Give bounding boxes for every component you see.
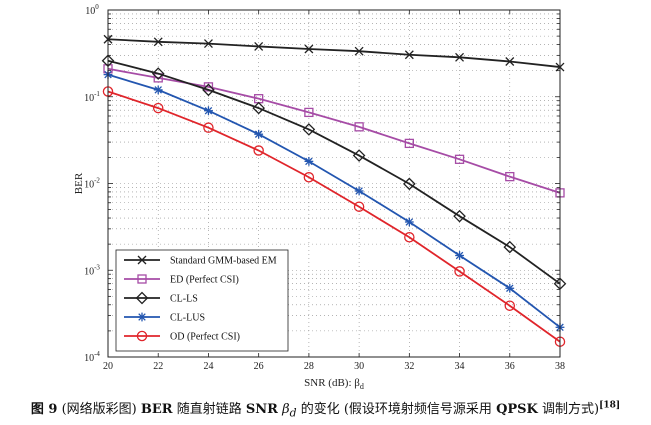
data-point [453,209,466,223]
data-point [153,85,163,95]
data-point [354,186,364,196]
legend-marker [137,312,147,322]
y-tick-label: 10-2 [84,177,100,191]
x-tick-label: 30 [354,361,364,372]
data-point [204,106,213,116]
legend-marker [136,330,148,342]
series-line [107,67,561,194]
data-point [403,177,416,191]
data-point [151,67,165,80]
data-point [503,240,517,254]
data-point [304,107,314,118]
y-tick-label: 100 [85,3,99,17]
data-point [253,145,264,156]
legend-label: Standard GMM-based EM [170,256,277,267]
x-tick-label: 20 [103,361,113,372]
data-point [252,101,265,115]
data-point [404,232,415,243]
data-point [455,251,464,260]
axis-ticks: 20 22 24 26 28 30 32 34 36 38 100 10-1 10-2 10-3 10-4 [84,3,565,372]
data-point [455,52,465,62]
data-point [354,46,364,56]
x-tick-label: 32 [404,361,414,372]
y-tick-label: 10-4 [84,350,100,364]
data-point [203,82,214,92]
data-point [505,57,515,66]
x-tick-label: 38 [555,361,565,372]
data-point [454,154,465,164]
legend-entry: OD (Perfect CSI) [124,330,240,343]
caption-ref: [18] [599,400,621,411]
data-point [504,300,516,311]
caption-qpsk: QPSK [496,402,538,417]
x-axis-label: SNR (dB): βd [304,377,364,391]
y-tick-label: 10-1 [84,90,100,104]
series-standard-gmm-based-em [103,34,565,72]
legend-marker [137,255,147,265]
y-tick-label: 10-3 [84,263,100,277]
caption-beta: β [282,402,290,417]
data-point [505,283,515,293]
legend-label: CL-LS [170,294,198,305]
data-point [304,44,314,54]
data-point [404,138,414,149]
data-point [153,37,163,47]
caption-part2: 随直射链路 [176,402,242,417]
x-tick-label: 36 [505,361,515,372]
legend: Standard GMM-based EM ED (Perfect CSI) CL-… [115,249,289,352]
legend-entry: ED (Perfect CSI) [124,274,239,286]
data-point [454,266,465,277]
data-point [404,50,414,60]
legend-label: CL-LUS [170,313,205,324]
y-axis-label: BER [73,172,85,194]
legend-marker [135,291,149,305]
data-point [505,171,515,182]
figure-caption: 图 9 (网络版彩图) BER 随直射链路 SNR βd 的变化 (假设环境射频… [0,398,651,420]
data-point [202,83,215,97]
data-point [254,129,264,139]
caption-ber: BER [140,402,173,417]
series-line [107,90,561,343]
series-line [107,38,561,68]
x-tick-label: 22 [153,361,163,372]
ber-chart: 20 22 24 26 28 30 32 34 36 3810010-110-210-310-4 … [73,3,567,391]
legend-marker [137,274,147,284]
legend-entry: Standard GMM-based EM [124,256,277,267]
x-tick-label: 24 [203,361,213,372]
data-point [303,172,315,183]
series-layer [101,34,567,347]
caption-snr: SNR [245,402,278,417]
grid [107,10,561,357]
caption-part3: 的变化 (假设环境射频信号源采用 [300,402,492,417]
data-point [203,39,213,49]
data-point [152,102,164,114]
x-tick-label: 34 [455,361,465,372]
x-tick-label: 26 [254,361,264,372]
caption-part1: (网络版彩图) [61,402,137,417]
data-point [302,123,316,136]
data-point [352,149,366,162]
data-point [254,41,264,51]
legend-entry: CL-LUS [124,313,205,324]
data-point [304,156,314,166]
series-line [107,73,561,329]
legend-label: ED (Perfect CSI) [170,275,239,286]
data-point [353,201,365,212]
x-tick-label: 28 [304,361,314,372]
caption-beta-sub: d [289,406,297,420]
legend-label: OD (Perfect CSI) [170,332,240,343]
series-od-perfect-csi [102,86,566,347]
data-point [404,217,414,227]
caption-part4: 调制方式) [542,402,600,417]
caption-label: 图 9 [30,402,58,417]
series-line [107,59,561,285]
data-point [203,122,214,133]
data-point [354,122,364,132]
legend-entry: CL-LS [124,291,198,305]
